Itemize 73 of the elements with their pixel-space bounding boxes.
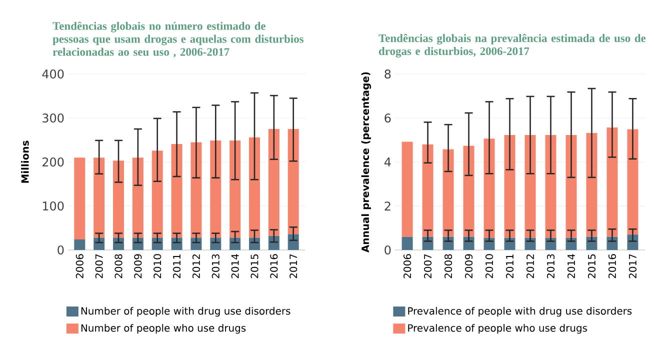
x-tick-label: 2010 [154,254,162,278]
bar [190,142,202,238]
bar [230,238,241,250]
bar [94,238,105,250]
bar [132,238,144,250]
bar [268,129,280,236]
x-tick-label: 2006 [404,254,412,278]
x-tick-label: 2008 [114,254,122,278]
y-axis-title: Millions [21,140,29,183]
x-tick-label: 2009 [464,254,473,278]
chart-title: Tendências globais no número estimado de pessoas que usam drogas e aquelas com disturbios relacionadas ao seu uso , 2006-2017 [52,22,304,58]
bar [210,140,222,238]
bar [113,160,124,238]
y-tick-label: 100 [42,201,64,211]
bar [94,158,105,238]
bar [586,132,598,237]
x-tick-label: 2015 [250,254,258,278]
bar [402,142,413,237]
x-tick-label: 2007 [424,254,432,278]
x-tick-label: 2010 [485,254,494,278]
y-tick-label: 4 [384,158,391,166]
x-tick-label: 2015 [588,254,596,278]
bar [248,137,260,238]
y-tick-label: 400 [42,69,64,79]
x-tick-label: 2009 [134,254,142,278]
bar [230,140,241,238]
x-tick-label: 2011 [506,254,514,278]
legend-label: Number of people with drug use disorders [81,306,290,317]
bar [171,144,182,238]
y-tick-label: 0 [58,245,64,255]
y-tick-label: 8 [384,69,391,79]
x-tick-label: 2014 [567,254,575,278]
bar [627,129,638,235]
x-tick-label: 2008 [444,254,452,278]
chart-title: Tendências globais na prevalência estimada de uso de drogas e disturbios, 2006-2017 [378,34,646,58]
bar [484,138,495,238]
x-tick-label: 2013 [546,254,555,278]
bar [74,158,86,240]
bar [566,134,577,238]
bar [545,134,556,238]
y-tick-label: 0 [384,245,391,255]
bar [288,129,299,234]
x-tick-label: 2006 [76,254,84,278]
x-tick-label: 2012 [192,254,200,278]
bar [132,158,144,238]
x-tick-label: 2017 [290,254,298,278]
x-tick-label: 2012 [526,254,534,278]
bar [504,134,516,238]
legend-label: Prevalence of people who use drugs [408,324,588,334]
bar [463,146,474,237]
legend-label: Number of people who use drugs [81,324,246,334]
bar [606,127,618,237]
bar [113,238,124,250]
x-tick-label: 2007 [95,254,103,278]
y-tick-label: 200 [42,157,64,167]
y-tick-label: 2 [384,202,390,210]
bar [152,150,163,238]
bar [524,134,536,238]
x-tick-label: 2013 [212,254,220,278]
bar [422,144,434,237]
legend-label: Prevalence of people with drug use disorders [408,306,632,317]
y-tick-label: 300 [42,113,64,123]
y-tick-label: 6 [384,113,391,123]
x-tick-label: 2016 [270,254,278,278]
y-axis-title: Annual prevalence (percentage) [361,72,372,252]
x-tick-label: 2011 [173,254,181,278]
bar [248,238,260,250]
x-tick-label: 2017 [628,254,636,278]
bar [402,236,413,250]
x-tick-label: 2016 [608,254,616,278]
bar [442,149,454,237]
x-tick-label: 2014 [231,254,239,278]
bar [74,239,86,250]
